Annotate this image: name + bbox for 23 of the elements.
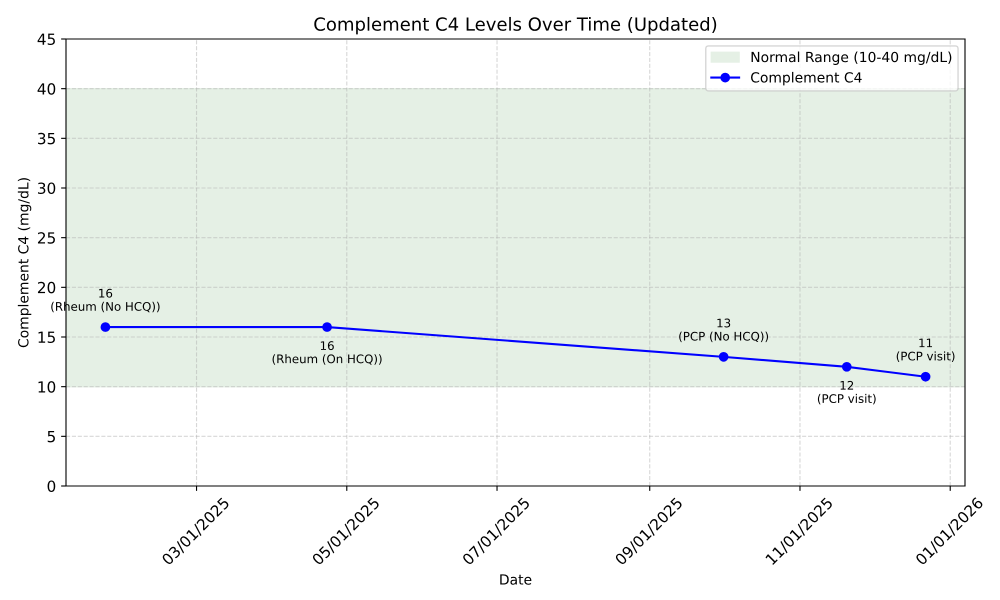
point (920, 372, 930, 382)
annotation: 13 (PCP (No HCQ)) (679, 318, 768, 342)
y-tick-label: 0 (48, 480, 56, 492)
annotation: 11 (PCP visit) (896, 338, 954, 362)
point (718, 352, 728, 362)
y-tick-label: 10 (38, 381, 56, 393)
x-axis-title: Date (500, 574, 532, 585)
chart-title: Complement C4 Levels Over Time (Updated) (314, 16, 716, 34)
y-tick-label: 5 (48, 431, 55, 442)
annotation: 12 (PCP visit) (818, 380, 876, 404)
y-tick-label: 40 (38, 83, 56, 95)
y-tick-label: 25 (38, 232, 55, 244)
point (100, 322, 110, 332)
y-tick-label: 45 (38, 34, 55, 46)
point (842, 362, 852, 372)
legend-label: Normal Range (10-40 mg/dL) (752, 52, 952, 65)
y-tick-label: 35 (38, 132, 55, 144)
legend-label: Complement C4 (750, 72, 862, 86)
y-tick-label: 30 (38, 182, 56, 194)
point (322, 322, 332, 332)
y-axis-title: Complement C4 (mg/dL) (18, 178, 32, 348)
y-tick-label: 15 (38, 332, 55, 344)
annotation: 16 (Rheum (On HCQ)) (272, 341, 382, 365)
